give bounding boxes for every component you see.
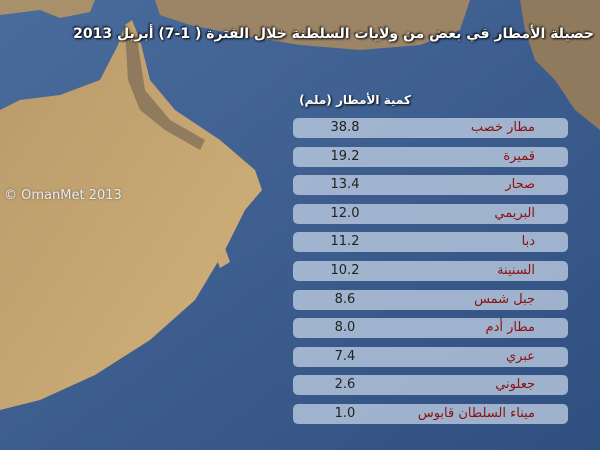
- rainfall-value: 1.0: [334, 406, 356, 421]
- station-name: صحار: [505, 177, 535, 193]
- rainfall-value: 12.0: [330, 205, 360, 221]
- station-name: دبا: [521, 234, 535, 250]
- station-name: جبل شمس: [474, 291, 535, 307]
- table-row: 13.4 صحار: [293, 175, 568, 196]
- station-name: البريمي: [494, 205, 535, 221]
- table-row: 10.2 السنينة: [293, 261, 568, 281]
- station-name: مطار خصب: [470, 120, 535, 135]
- table-row: 19.2 قميرة: [293, 146, 568, 167]
- rainfall-value: 2.6: [334, 377, 356, 393]
- table-row: 7.4 عبري: [293, 346, 568, 367]
- station-name: جعلوني: [495, 377, 535, 393]
- station-name: ميناء السلطان قابوس: [417, 406, 535, 421]
- column-header: كمية الأمطار (ملم): [299, 93, 411, 107]
- rainfall-value: 19.2: [330, 148, 360, 164]
- table-row: 2.6 جعلوني: [293, 375, 568, 396]
- watermark: © OmanMet 2013: [4, 188, 122, 203]
- table-row: 38.8 مطار خصب: [293, 118, 568, 138]
- table-row: 12.0 البريمي: [293, 203, 568, 224]
- rainfall-value: 11.2: [330, 234, 360, 250]
- rainfall-value: 38.8: [330, 120, 360, 135]
- rainfall-value: 13.4: [330, 177, 360, 193]
- table-row: 8.0 مطار أدم: [293, 318, 568, 339]
- station-name: قميرة: [503, 148, 535, 164]
- table-row: 8.6 جبل شمس: [293, 289, 568, 310]
- rainfall-value: 7.4: [334, 348, 356, 364]
- station-name: عبري: [505, 348, 535, 364]
- rainfall-value: 10.2: [330, 263, 360, 278]
- rainfall-value: 8.6: [334, 291, 356, 307]
- table-row: 11.2 دبا: [293, 232, 568, 253]
- station-name: مطار أدم: [485, 320, 535, 336]
- station-name: السنينة: [497, 263, 535, 278]
- rainfall-value: 8.0: [334, 320, 356, 336]
- title: حصيلة الأمطار في بعض من ولايات السلطنة خ…: [73, 26, 594, 42]
- table-row: 1.0 ميناء السلطان قابوس: [293, 404, 568, 424]
